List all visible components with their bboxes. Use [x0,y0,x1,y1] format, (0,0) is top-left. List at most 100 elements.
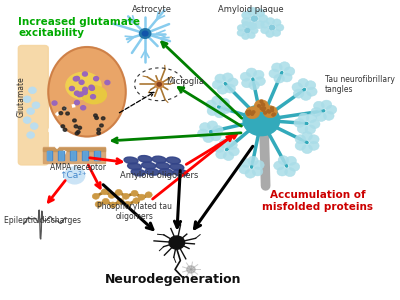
Circle shape [215,74,226,83]
Circle shape [272,113,275,116]
Circle shape [94,76,99,81]
Circle shape [292,83,302,92]
Circle shape [133,198,140,204]
Text: Epileptic discharges: Epileptic discharges [4,216,82,225]
Circle shape [274,161,284,170]
Circle shape [73,119,76,122]
Circle shape [30,123,38,129]
Circle shape [266,30,274,38]
Circle shape [23,117,31,123]
Ellipse shape [48,47,126,136]
Circle shape [74,91,79,95]
Circle shape [282,73,292,82]
Circle shape [97,132,100,135]
Circle shape [97,128,100,131]
Circle shape [298,79,308,87]
Circle shape [28,87,36,94]
Circle shape [247,113,250,115]
Circle shape [95,201,102,207]
Circle shape [268,111,270,113]
Circle shape [74,76,80,81]
Circle shape [310,120,320,129]
Bar [43,147,105,164]
Ellipse shape [159,169,173,176]
Circle shape [78,126,82,129]
Text: Accumulation of
misfolded proteins: Accumulation of misfolded proteins [262,190,373,212]
Circle shape [274,74,284,83]
Circle shape [102,117,105,120]
Circle shape [263,106,277,118]
Circle shape [258,105,260,107]
Circle shape [326,105,337,114]
Circle shape [262,104,265,106]
Circle shape [223,152,234,160]
Text: Neurodegeneration: Neurodegeneration [105,273,242,286]
Circle shape [285,168,295,177]
Circle shape [261,21,269,28]
Bar [94,152,100,160]
Circle shape [284,67,295,76]
Circle shape [248,7,257,15]
Circle shape [294,118,304,127]
Circle shape [66,112,69,115]
Circle shape [117,198,124,204]
Circle shape [76,130,80,134]
Circle shape [27,132,34,138]
Text: Astrocyte: Astrocyte [132,5,172,14]
Circle shape [212,96,222,105]
Text: Glutamate: Glutamate [16,76,26,117]
Circle shape [200,123,210,132]
Circle shape [243,105,280,136]
Circle shape [207,106,218,116]
Text: Amyloid oligomers: Amyloid oligomers [120,171,198,180]
Circle shape [77,92,82,97]
Circle shape [271,109,274,112]
Circle shape [157,82,161,86]
Circle shape [220,105,231,114]
Circle shape [169,236,184,249]
Circle shape [73,77,78,81]
Circle shape [187,266,195,273]
Circle shape [254,100,268,112]
Bar [83,152,87,160]
Circle shape [293,89,304,98]
Circle shape [246,111,249,113]
Circle shape [78,92,84,96]
Circle shape [251,16,258,21]
Circle shape [254,70,264,79]
Text: ↑Ca²⁺: ↑Ca²⁺ [59,171,87,180]
Circle shape [214,109,225,118]
Circle shape [314,101,324,110]
Circle shape [89,85,94,89]
Circle shape [248,32,255,39]
Text: Increased glutamate
excitability: Increased glutamate excitability [18,17,140,38]
Circle shape [286,156,296,165]
Circle shape [207,121,218,130]
Circle shape [216,150,226,159]
Circle shape [142,31,148,36]
Ellipse shape [131,169,145,176]
Bar [71,152,75,160]
Circle shape [254,160,264,169]
Circle shape [278,156,289,165]
Circle shape [102,198,109,204]
Bar [58,152,64,160]
Circle shape [124,201,131,207]
Circle shape [247,22,257,30]
Circle shape [266,17,275,25]
Circle shape [289,162,300,171]
Circle shape [229,147,239,156]
Circle shape [239,165,250,174]
Circle shape [264,112,267,114]
Circle shape [302,131,312,140]
Circle shape [324,111,334,120]
Circle shape [248,110,251,112]
Circle shape [301,92,311,100]
Circle shape [295,135,306,144]
Circle shape [101,189,108,195]
Circle shape [248,156,258,165]
Circle shape [138,194,145,200]
Circle shape [237,30,245,36]
Circle shape [255,20,264,29]
Circle shape [242,79,252,88]
